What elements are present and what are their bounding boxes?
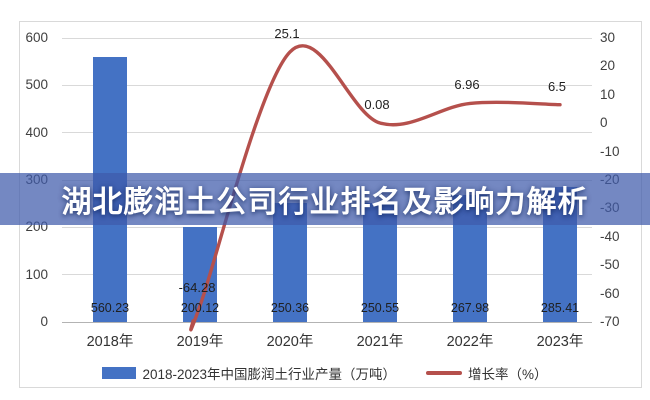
right-axis-tick: 10: [600, 86, 616, 102]
bar-series-swatch: [102, 367, 137, 379]
gridline: [62, 37, 592, 39]
line-series-label: 增长率（%）: [468, 367, 548, 382]
legend-item-production: 2018-2023年中国膨润土行业产量（万吨）: [102, 363, 396, 383]
left-axis-tick: 500: [25, 77, 48, 93]
left-axis-tick: 400: [25, 124, 48, 140]
right-axis-tick: -60: [600, 285, 620, 301]
x-axis-label: 2021年: [356, 334, 404, 350]
left-axis-tick: 0: [40, 314, 48, 329]
gridline: [62, 84, 592, 86]
right-axis-tick: -50: [600, 257, 620, 273]
bar-series-label: 2018-2023年中国膨润土行业产量（万吨）: [142, 367, 397, 382]
bar-value-label: 250.36: [270, 301, 310, 315]
bar-value-label: 267.98: [450, 301, 490, 315]
line-point-label: 25.1: [274, 25, 300, 41]
x-axis-label: 2018年: [86, 334, 134, 350]
right-axis-tick: -10: [600, 143, 620, 159]
line-point-label: 0.08: [364, 96, 390, 112]
x-axis-label: 2019年: [176, 334, 224, 350]
bar-value-label: 285.41: [540, 301, 580, 315]
gridline: [62, 226, 592, 228]
gridline: [62, 321, 592, 323]
bar-value-label: 250.55: [360, 301, 400, 315]
legend-item-growth-rate: 增长率（%）: [426, 363, 548, 383]
x-axis-label: 2022年: [446, 334, 494, 350]
page-title: 湖北膨润土公司行业排名及影响力解析: [61, 186, 589, 219]
bar-value-label: 560.23: [90, 301, 130, 315]
x-axis-label: 2020年: [266, 334, 314, 350]
gridline: [62, 132, 592, 134]
right-axis-tick: -70: [600, 314, 620, 329]
line-series-swatch: [426, 371, 463, 375]
x-axis-label: 2023年: [536, 334, 584, 350]
right-axis-tick: 30: [600, 30, 616, 45]
gridline: [62, 274, 592, 276]
left-axis-tick: 600: [25, 30, 48, 45]
line-point-label: 6.5: [547, 78, 567, 94]
left-axis-tick: 100: [25, 266, 48, 282]
right-axis-tick: 0: [600, 115, 608, 131]
right-axis-tick: -40: [600, 228, 620, 244]
title-banner: 湖北膨润土公司行业排名及影响力解析: [0, 173, 650, 225]
line-point-label: 6.96: [454, 77, 480, 93]
right-axis-tick: 20: [600, 58, 616, 74]
legend: 2018-2023年中国膨润土行业产量（万吨） 增长率（%）: [0, 363, 650, 383]
line-point-label: -64.28: [178, 279, 216, 295]
bar-value-label: 200.12: [180, 301, 220, 315]
